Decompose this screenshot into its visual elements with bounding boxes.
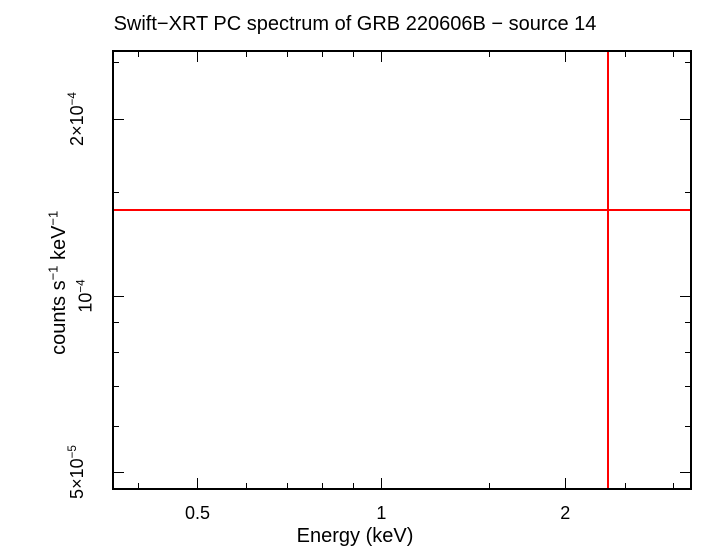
x-axis-label: Energy (keV) (0, 525, 710, 548)
plot-area (112, 50, 692, 490)
x-tick-label: 2 (560, 503, 570, 524)
y-tick-label: 2×10−4 (50, 108, 102, 130)
chart-title: Swift−XRT PC spectrum of GRB 220606B − s… (0, 13, 710, 36)
chart-container: Swift−XRT PC spectrum of GRB 220606B − s… (0, 0, 710, 556)
x-tick-label: 0.5 (185, 503, 210, 524)
error-bar-y (607, 52, 610, 488)
y-axis-label: counts s−1 keV−1 (45, 211, 71, 355)
y-tick-label: 5×10−5 (50, 461, 102, 483)
y-tick-label: 10−4 (50, 285, 102, 307)
x-tick-label: 1 (376, 503, 386, 524)
error-bar-x (114, 209, 690, 212)
